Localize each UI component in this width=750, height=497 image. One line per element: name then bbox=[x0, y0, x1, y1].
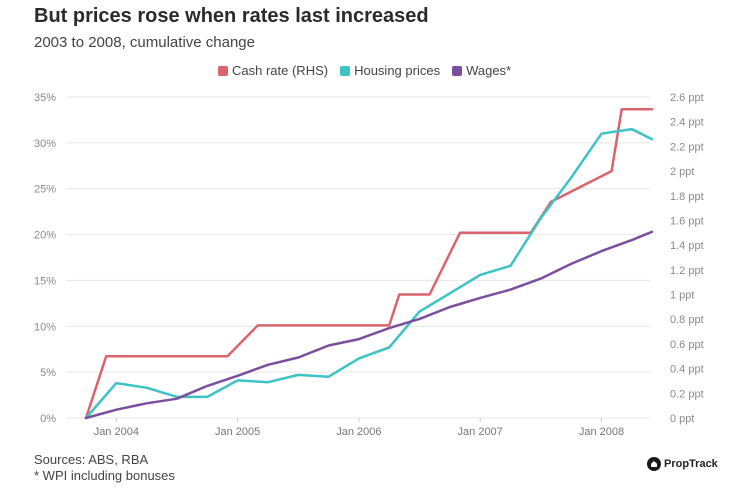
y-right-tick-label: 0.8 ppt bbox=[670, 314, 704, 326]
y-left-tick-label: 35% bbox=[34, 92, 56, 104]
y-right-tick-label: 1.2 ppt bbox=[670, 265, 704, 277]
tick-layer: 0% 5% 10% 15% 20% 25% 30% 35% 0 ppt 0.2 ppt 0.4 pp… bbox=[34, 92, 704, 438]
legend-label-cash-rate: Cash rate (RHS) bbox=[232, 63, 329, 78]
y-right-tick-label: 2.6 ppt bbox=[670, 92, 704, 104]
y-right-tick-label: 0.4 ppt bbox=[670, 364, 704, 376]
y-right-tick-label: 0 ppt bbox=[670, 413, 694, 425]
series-line-cash-rate-rhs bbox=[84, 108, 654, 420]
legend-item-wages[interactable]: Wages* bbox=[452, 63, 511, 78]
y-left-tick-label: 30% bbox=[34, 138, 56, 150]
y-right-tick-label: 1.8 ppt bbox=[670, 191, 704, 203]
brand-name: PropTrack bbox=[664, 458, 718, 470]
y-left-tick-label: 15% bbox=[34, 275, 56, 287]
chart-footer: Sources: ABS, RBA * WPI including bonuse… bbox=[34, 452, 175, 484]
series-line-wages bbox=[84, 230, 654, 420]
chart-title: But prices rose when rates last increase… bbox=[34, 5, 429, 27]
y-left-tick-label: 5% bbox=[40, 367, 56, 379]
chart-legend: Cash rate (RHS) Housing prices Wages* bbox=[218, 63, 511, 78]
y-left-tick-label: 20% bbox=[34, 230, 56, 242]
legend-item-housing-prices[interactable]: Housing prices bbox=[340, 63, 440, 78]
series-line-housing-prices bbox=[84, 127, 654, 420]
legend-item-cash-rate[interactable]: Cash rate (RHS) bbox=[218, 63, 328, 78]
y-right-tick-label: 2 ppt bbox=[670, 166, 694, 178]
y-right-tick-label: 1.6 ppt bbox=[670, 215, 704, 227]
house-logo-icon bbox=[647, 457, 661, 471]
x-tick-label: Jan 2006 bbox=[336, 426, 381, 438]
legend-label-housing-prices: Housing prices bbox=[354, 63, 441, 78]
chart-subtitle: 2003 to 2008, cumulative change bbox=[34, 34, 255, 51]
y-left-tick-label: 25% bbox=[34, 184, 56, 196]
series-layer bbox=[84, 108, 654, 420]
legend-swatch-housing-prices bbox=[340, 65, 351, 76]
y-right-tick-label: 2.4 ppt bbox=[670, 117, 704, 129]
grid-layer bbox=[66, 96, 650, 419]
x-tick-label: Jan 2007 bbox=[458, 426, 503, 438]
wages-footnote: * WPI including bonuses bbox=[34, 468, 175, 483]
x-tick-label: Jan 2008 bbox=[579, 426, 624, 438]
x-tick-label: Jan 2004 bbox=[94, 426, 139, 438]
y-right-tick-label: 0.2 ppt bbox=[670, 388, 704, 400]
y-right-tick-label: 0.6 ppt bbox=[670, 339, 704, 351]
legend-swatch-cash-rate bbox=[218, 65, 228, 76]
x-tick-label: Jan 2005 bbox=[215, 426, 260, 438]
y-right-tick-label: 1.4 ppt bbox=[670, 240, 704, 252]
legend-label-wages: Wages* bbox=[466, 63, 512, 78]
y-left-tick-label: 0% bbox=[40, 413, 56, 425]
brand-logo: PropTrack bbox=[647, 457, 718, 471]
y-left-tick-label: 10% bbox=[34, 321, 56, 333]
y-right-tick-label: 1 ppt bbox=[670, 290, 694, 302]
sources-note: Sources: ABS, RBA bbox=[34, 452, 149, 467]
y-right-tick-label: 2.2 ppt bbox=[670, 141, 704, 153]
legend-swatch-wages bbox=[452, 65, 463, 76]
